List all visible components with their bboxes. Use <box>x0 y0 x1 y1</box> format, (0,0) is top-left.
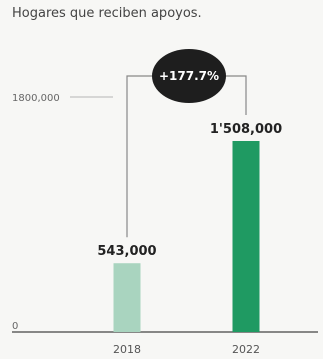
bars <box>113 140 260 332</box>
y-tick-label: 1800,000 <box>12 93 60 104</box>
data-labels: 543,000 1'508,000 <box>97 122 282 259</box>
chart-subtitle: Hogares que reciben apoyos. <box>12 6 202 21</box>
bar-2022 <box>232 140 260 332</box>
x-axis-labels: 2018 2022 <box>113 343 260 356</box>
change-badge: +177.7% <box>152 49 226 103</box>
data-label-2018: 543,000 <box>97 244 156 259</box>
y-tick-label: 0 <box>12 321 18 332</box>
change-badge-circle <box>152 49 226 103</box>
change-connector <box>126 75 247 238</box>
x-tick-label-2022: 2022 <box>232 343 260 356</box>
bar-2018 <box>113 263 141 332</box>
x-tick-label-2018: 2018 <box>113 343 141 356</box>
y-axis-ticks: 0 1800,000 <box>12 93 113 332</box>
data-label-2022: 1'508,000 <box>210 122 282 137</box>
change-badge-label: +177.7% <box>159 69 219 83</box>
